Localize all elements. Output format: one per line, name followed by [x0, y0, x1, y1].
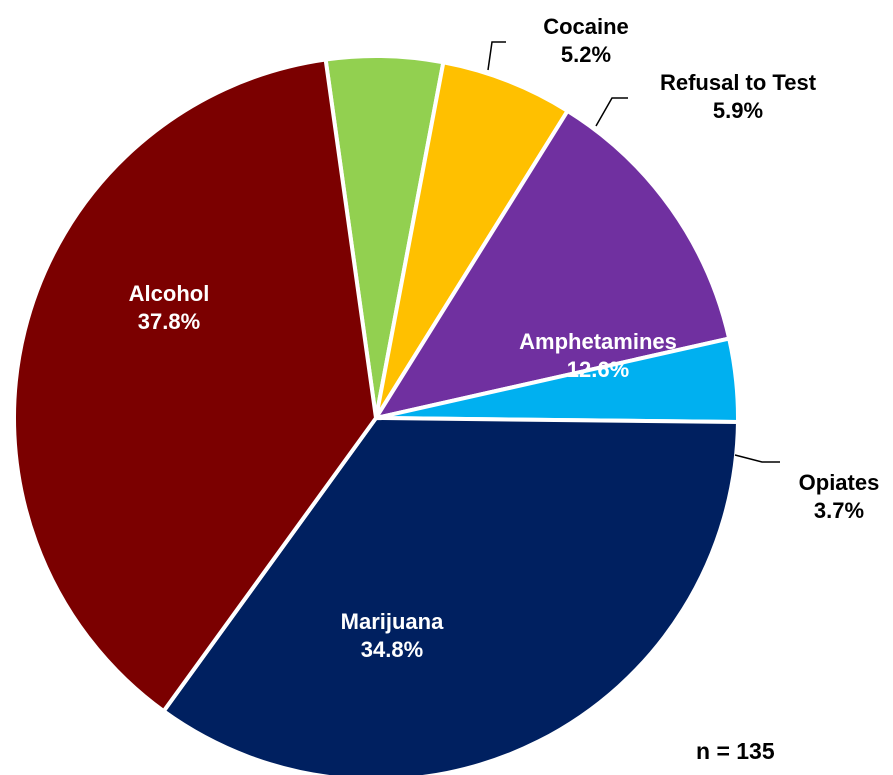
- slice-value-alcohol: 37.8%: [138, 309, 200, 334]
- slice-alcohol: [12, 57, 379, 714]
- slice-label-opiates: Opiates: [799, 470, 880, 495]
- slice-value-refusal-to-test: 5.9%: [713, 98, 763, 123]
- slice-marijuana: [160, 415, 741, 775]
- slice-labels: Cocaine 5.2% Refusal to Test 5.9% Amphetamin…: [129, 14, 880, 662]
- leader-line-opiates: [734, 454, 780, 463]
- slice-amphetamines: [371, 108, 732, 422]
- slice-label-alcohol: Alcohol: [129, 281, 210, 306]
- sample-size-note: n = 135: [696, 738, 775, 764]
- slice-label-marijuana: Marijuana: [341, 609, 444, 634]
- slice-label-cocaine: Cocaine: [543, 14, 629, 39]
- slice-value-marijuana: 34.8%: [361, 637, 423, 662]
- pie-slices: [12, 54, 741, 775]
- leader-lines: [487, 41, 780, 463]
- slice-value-opiates: 3.7%: [814, 498, 864, 523]
- slice-value-amphetamines: 12.6%: [567, 357, 629, 382]
- slice-label-refusal-to-test: Refusal to Test: [660, 70, 817, 95]
- slice-value-cocaine: 5.2%: [561, 42, 611, 67]
- leader-line-cocaine: [487, 41, 506, 71]
- leader-line-refusal-to-test: [595, 97, 628, 127]
- slice-refusal-to-test: [374, 59, 571, 420]
- slice-label-amphetamines: Amphetamines: [519, 329, 677, 354]
